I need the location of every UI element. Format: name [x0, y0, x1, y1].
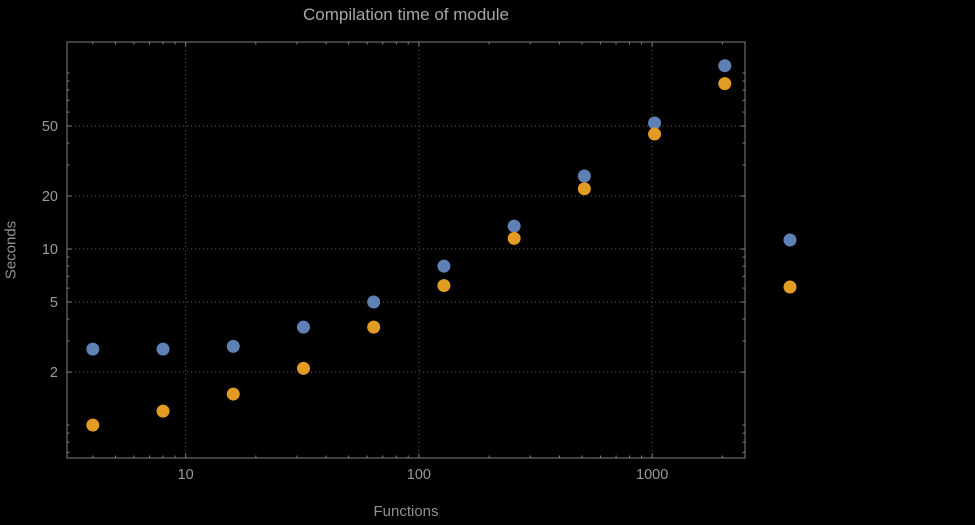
- data-point-series-1: [367, 295, 381, 309]
- y-tick-label: 10: [42, 242, 58, 258]
- data-point-series-2: [437, 279, 451, 293]
- y-tick-label: 5: [50, 295, 58, 311]
- data-point-series-2: [156, 404, 170, 418]
- data-point-series-1: [86, 342, 100, 356]
- data-point-series-1: [718, 59, 732, 73]
- data-point-series-1: [648, 116, 662, 130]
- x-tick-label: 1000: [636, 467, 668, 483]
- y-tick-label: 20: [42, 189, 58, 205]
- x-tick-label: 100: [407, 467, 431, 483]
- data-point-series-1: [507, 219, 521, 233]
- data-point-series-1: [577, 169, 591, 183]
- data-point-series-2: [367, 320, 381, 334]
- data-point-series-2: [507, 231, 521, 245]
- x-tick-label: 10: [178, 467, 194, 483]
- chart-title: Compilation time of module: [303, 5, 509, 24]
- data-point-series-1: [437, 259, 451, 273]
- y-tick-label: 50: [42, 119, 58, 135]
- legend-marker-series-1: [783, 233, 797, 247]
- data-point-series-2: [648, 127, 662, 141]
- data-point-series-2: [86, 418, 100, 432]
- y-tick-label: 2: [50, 365, 58, 381]
- x-axis-label: Functions: [373, 503, 439, 520]
- data-point-series-2: [226, 387, 240, 401]
- data-point-series-1: [156, 342, 170, 356]
- data-point-series-2: [718, 77, 732, 91]
- data-point-series-1: [296, 320, 310, 334]
- data-point-series-2: [577, 182, 591, 196]
- plot-frame: [66, 41, 746, 459]
- legend-marker-series-2: [783, 280, 797, 294]
- data-point-series-2: [296, 361, 310, 375]
- data-point-series-1: [226, 339, 240, 353]
